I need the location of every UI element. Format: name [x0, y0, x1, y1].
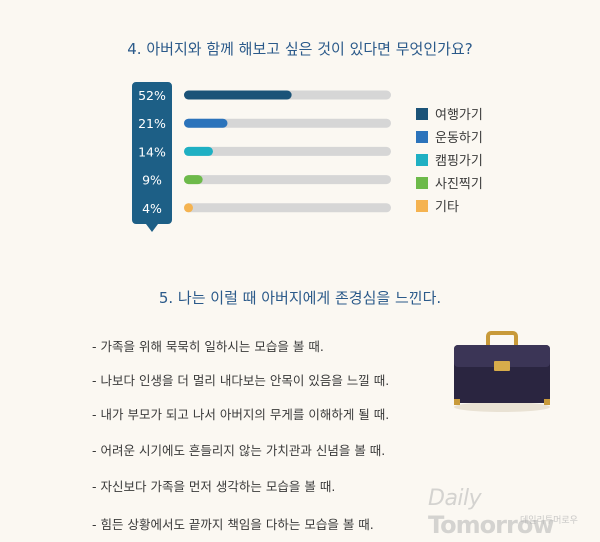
section4-title: 4. 아버지와 함께 해보고 싶은 것이 있다면 무엇인가요?: [127, 40, 473, 58]
legend-label: 캠핑가기: [435, 154, 483, 169]
legend-item: 기타: [416, 194, 483, 217]
bar-track: [184, 203, 391, 213]
legend-swatch: [416, 199, 428, 212]
briefcase-icon: [452, 325, 552, 419]
legend-item: 여행가기: [416, 102, 483, 125]
legend-swatch: [416, 176, 428, 189]
bars-group: [184, 90, 391, 213]
bar-기타: [184, 203, 193, 213]
data-label: 52%: [138, 88, 166, 103]
watermark-tomorrow: Tomorrow: [428, 511, 554, 539]
bar-사진찍기: [184, 175, 203, 185]
chart-legend: 여행가기 운동하기 캠핑가기 사진찍기 기타: [416, 102, 483, 217]
legend-label: 사진찍기: [435, 177, 483, 192]
bar-캠핑가기: [184, 146, 213, 156]
legend-swatch: [416, 153, 428, 166]
section5-title: 5. 나는 이럴 때 아버지에게 존경심을 느낀다.: [158, 289, 442, 307]
legend-label: 운동하기: [435, 131, 483, 146]
legend-swatch: [416, 130, 428, 143]
legend-item: 사진찍기: [416, 171, 483, 194]
bar-track: [184, 118, 391, 128]
list-item: - 힘든 상황에서도 끝까지 책임을 다하는 모습을 볼 때.: [92, 517, 374, 532]
list-item: - 나보다 인생을 더 멀리 내다보는 안목이 있음을 느낄 때.: [92, 373, 390, 388]
legend-item: 운동하기: [416, 125, 483, 148]
data-label: 4%: [142, 201, 162, 216]
label-box-shape: [132, 82, 172, 232]
watermark: Daily Tomorrow 데일리투머로우: [428, 486, 600, 539]
respect-list: - 가족을 위해 묵묵히 일하시는 모습을 볼 때. - 나보다 인생을 더 멀…: [92, 336, 389, 534]
list-item: - 가족을 위해 묵묵히 일하시는 모습을 볼 때.: [92, 339, 324, 354]
legend-label: 여행가기: [435, 108, 483, 123]
bar-track: [184, 146, 391, 156]
bar-chart: 52% 21% 14% 9% 4%: [132, 82, 391, 232]
legend-swatch: [416, 107, 428, 120]
watermark-sub: 데일리투머로우: [520, 516, 578, 526]
list-item: - 내가 부모가 되고 나서 아버지의 무게를 이해하게 될 때.: [92, 407, 390, 422]
data-label: 21%: [138, 116, 166, 131]
data-label: 14%: [138, 144, 166, 159]
watermark-daily: Daily: [428, 486, 482, 511]
legend-item: 캠핑가기: [416, 148, 483, 171]
bar-운동하기: [184, 118, 228, 128]
data-label: 9%: [142, 173, 162, 188]
bar-track: [184, 175, 391, 185]
list-item: - 자신보다 가족을 먼저 생각하는 모습을 볼 때.: [92, 479, 336, 494]
percent-label-box: 52% 21% 14% 9% 4%: [132, 82, 172, 232]
legend-label: 기타: [435, 200, 459, 215]
list-item: - 어려운 시기에도 흔들리지 않는 가치관과 신념을 볼 때.: [92, 443, 386, 458]
bar-여행가기: [184, 90, 292, 100]
